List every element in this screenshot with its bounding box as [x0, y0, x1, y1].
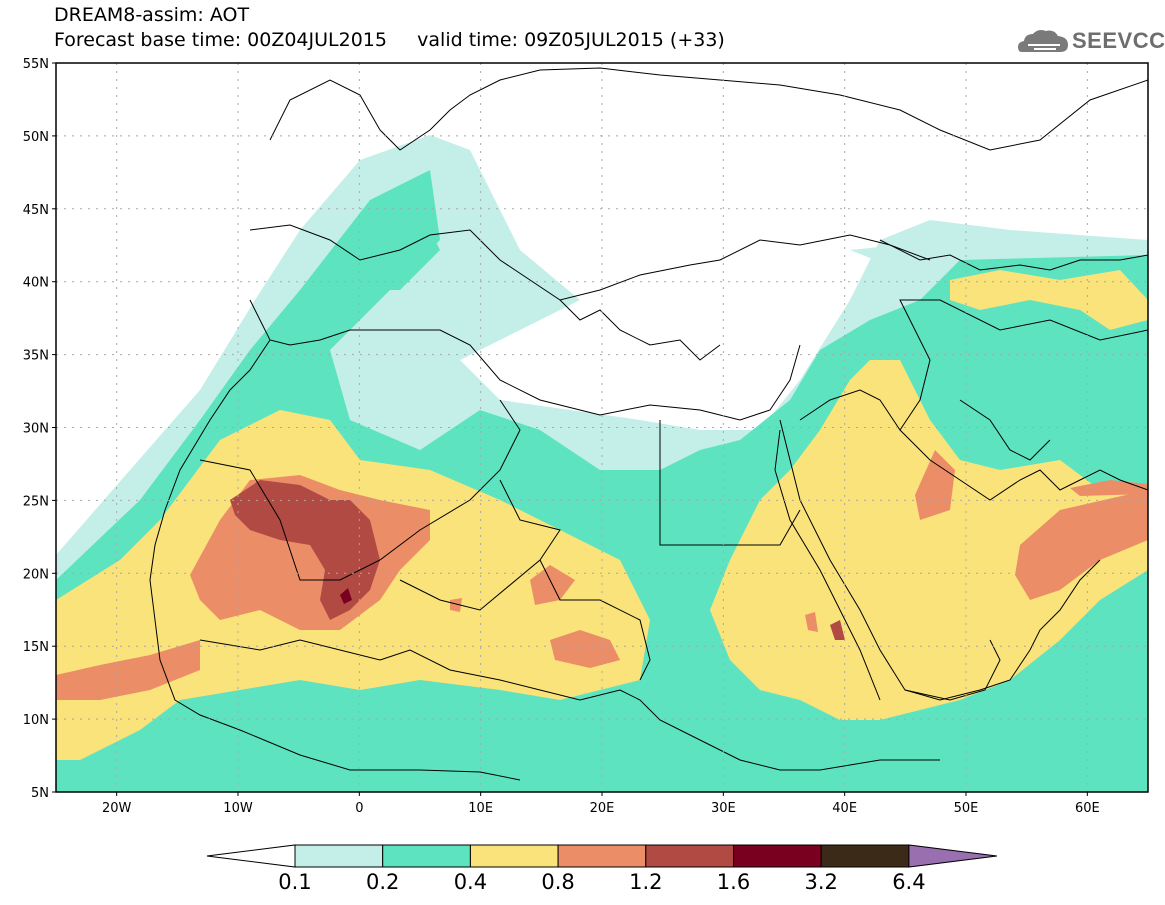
colorbar-swatch — [294, 844, 384, 868]
colorbar-label: 0.8 — [541, 870, 574, 894]
lat-label: 40N — [23, 276, 49, 291]
colorbar-swatch — [733, 844, 822, 868]
lon-label: 50E — [954, 801, 979, 816]
colorbar-label: 0.1 — [278, 870, 311, 894]
lon-label: 10E — [468, 801, 493, 816]
lon-label: 40E — [832, 801, 857, 816]
colorbar-min-arrow — [206, 844, 296, 868]
lat-label: 50N — [23, 130, 49, 145]
colorbar-swatch — [645, 844, 734, 868]
lat-label: 5N — [31, 786, 49, 801]
colorbar-swatch — [469, 844, 559, 868]
cloud-icon — [1018, 30, 1068, 52]
colorbar-label: 1.2 — [629, 870, 662, 894]
colorbar-label: 6.4 — [892, 870, 925, 894]
coastlines — [149, 67, 1148, 781]
map-title: DREAM8-assim: AOT — [54, 4, 250, 26]
lon-label: 30E — [711, 801, 736, 816]
lat-label: 45N — [23, 203, 49, 218]
lat-label: 35N — [23, 349, 49, 364]
lat-label: 20N — [23, 567, 49, 582]
logo-text: SEEVCCC — [1072, 28, 1165, 53]
lat-lon-grid — [56, 63, 1148, 792]
lat-label: 10N — [23, 713, 49, 728]
lon-label: 20W — [102, 801, 132, 816]
colorbar-swatch — [557, 844, 647, 868]
colorbar-label: 0.4 — [454, 870, 487, 894]
lat-label: 30N — [23, 422, 49, 437]
colorbar-swatch — [820, 844, 910, 868]
lon-label: 0 — [355, 801, 363, 816]
colorbar-swatch — [382, 844, 471, 868]
lon-label: 10W — [223, 801, 253, 816]
lat-label: 55N — [23, 57, 49, 72]
lat-label: 15N — [23, 640, 49, 655]
colorbar-max-arrow — [908, 844, 997, 868]
colorbar-label: 0.2 — [366, 870, 399, 894]
map-axes: 55N 50N 45N 40N 35N 30N 25N 20N 15N 10N 5N 20W 10W 0 1… — [23, 57, 1100, 816]
lon-label: 20E — [590, 801, 615, 816]
colorbar-label: 3.2 — [804, 870, 837, 894]
forecast-time-subtitle: Forecast base time: 00Z04JUL2015 valid t… — [54, 29, 725, 51]
aot-colorbar: 0.1 0.2 0.4 0.8 1.2 1.6 3.2 6.4 — [206, 844, 997, 894]
lon-label: 60E — [1075, 801, 1100, 816]
lat-label: 25N — [23, 494, 49, 509]
colorbar-label: 1.6 — [717, 870, 750, 894]
